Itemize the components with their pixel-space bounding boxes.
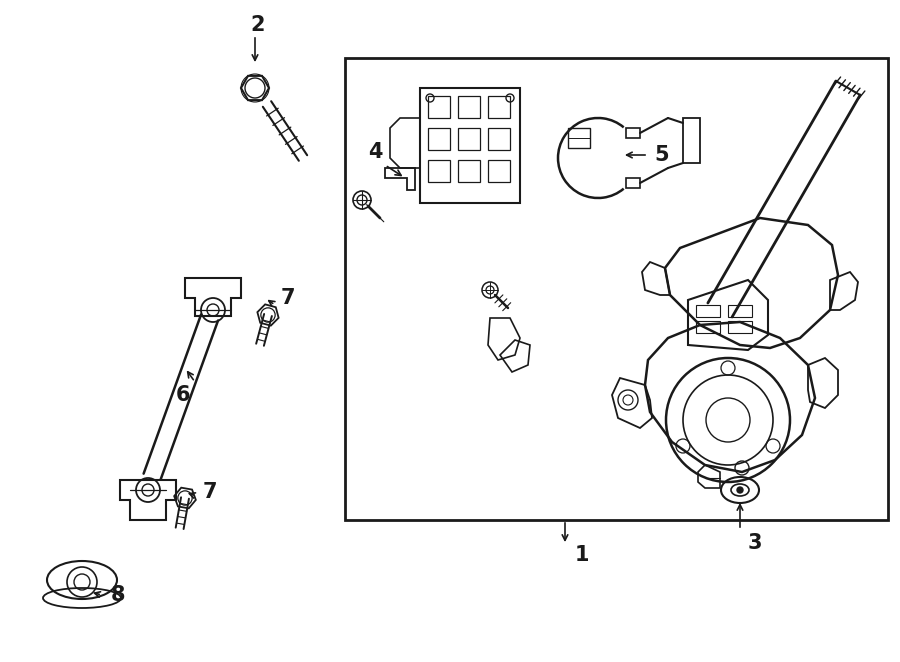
Text: 4: 4 xyxy=(368,142,382,162)
Bar xyxy=(458,128,480,150)
Text: 3: 3 xyxy=(748,533,762,553)
Bar xyxy=(488,128,510,150)
Bar xyxy=(345,58,888,520)
Text: 7: 7 xyxy=(281,288,295,308)
Bar xyxy=(428,96,450,118)
Bar xyxy=(696,321,720,333)
Circle shape xyxy=(737,487,743,493)
Bar xyxy=(428,128,450,150)
Bar xyxy=(458,96,480,118)
Bar xyxy=(728,321,752,333)
Bar xyxy=(428,160,450,182)
Text: 8: 8 xyxy=(111,585,125,605)
Bar xyxy=(488,160,510,182)
Bar xyxy=(458,160,480,182)
Text: 7: 7 xyxy=(202,482,217,502)
Text: 1: 1 xyxy=(575,545,590,565)
Text: 5: 5 xyxy=(654,145,670,165)
Bar xyxy=(728,305,752,317)
Bar xyxy=(696,305,720,317)
Bar xyxy=(420,88,520,203)
Text: 6: 6 xyxy=(176,385,190,405)
Text: 2: 2 xyxy=(251,15,266,35)
Bar xyxy=(488,96,510,118)
